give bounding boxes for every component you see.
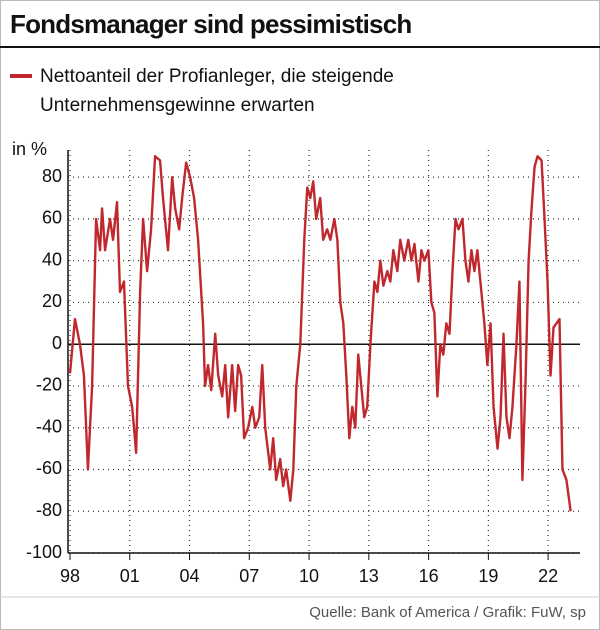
y-tick-label: 60 (42, 208, 62, 228)
x-tick-label: 22 (538, 566, 558, 586)
y-tick-label: -40 (36, 416, 62, 436)
x-tick-label: 01 (120, 566, 140, 586)
legend-label: Nettoanteil der Profianleger, die steige… (40, 66, 394, 116)
source: Quelle: Bank of America / Grafik: FuW, s… (309, 604, 586, 621)
x-tick-label: 04 (180, 566, 200, 586)
y-tick-label: -60 (36, 458, 62, 478)
y-tick-label: -100 (26, 542, 62, 562)
chart-title: Fondsmanager sind pessimistisch (10, 9, 411, 39)
x-tick-label: 19 (478, 566, 498, 586)
y-tick-label: 0 (52, 333, 62, 353)
y-tick-label: -80 (36, 500, 62, 520)
x-tick-label: 07 (239, 566, 259, 586)
y-tick-label: -20 (36, 375, 62, 395)
y-tick-label: 20 (42, 291, 62, 311)
x-tick-label: 10 (299, 566, 319, 586)
x-tick-label: 13 (359, 566, 379, 586)
line-series (68, 155, 572, 512)
y-axis-label: in % (12, 139, 47, 159)
y-tick-label: 80 (42, 166, 62, 186)
y-tick-label: 40 (42, 249, 62, 269)
x-tick-label: 16 (419, 566, 439, 586)
x-tick-label: 98 (60, 566, 80, 586)
